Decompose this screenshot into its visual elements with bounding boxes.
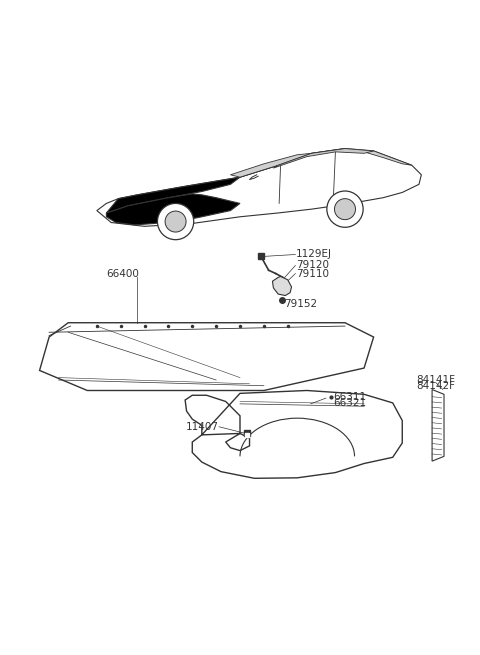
Text: 84142F: 84142F (417, 381, 456, 391)
Polygon shape (273, 276, 291, 295)
Text: 79110: 79110 (296, 269, 329, 278)
Text: 11407: 11407 (186, 422, 218, 432)
Circle shape (335, 198, 356, 219)
Polygon shape (274, 149, 373, 168)
Polygon shape (432, 390, 444, 461)
Polygon shape (107, 194, 240, 225)
Polygon shape (230, 153, 312, 177)
Circle shape (165, 211, 186, 232)
Polygon shape (185, 390, 402, 478)
Polygon shape (107, 177, 240, 213)
Text: 66311: 66311 (333, 392, 366, 402)
Text: 66400: 66400 (107, 269, 139, 278)
Text: 1129EJ: 1129EJ (296, 250, 332, 259)
Text: 79152: 79152 (284, 299, 317, 309)
Polygon shape (39, 323, 373, 390)
Circle shape (157, 204, 194, 240)
Polygon shape (97, 149, 421, 227)
Text: 79120: 79120 (296, 261, 329, 271)
Text: 84141F: 84141F (417, 375, 456, 385)
Circle shape (327, 191, 363, 227)
Text: 66321: 66321 (333, 398, 366, 408)
Polygon shape (364, 151, 412, 165)
